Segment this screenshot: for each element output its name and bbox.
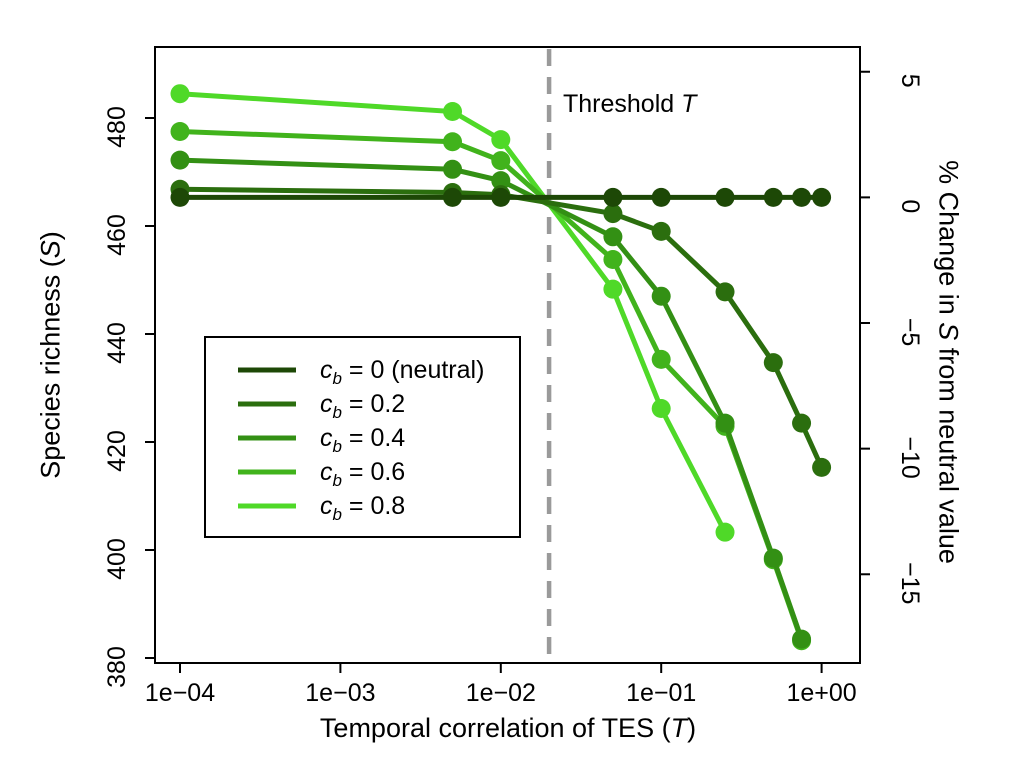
- series-marker-cb-0.4: [792, 629, 812, 649]
- plot-box: [154, 46, 861, 664]
- tick-label: −5: [896, 318, 924, 347]
- series-marker-cb-0.2: [603, 204, 623, 224]
- series-marker-cb-0.4: [443, 159, 463, 179]
- series-marker-cb-0.4: [763, 548, 783, 568]
- legend-entry-label-2: cb = 0.4: [320, 424, 406, 456]
- x-axis-title: Temporal correlation of TES (T): [319, 713, 697, 743]
- series-marker-cb-0.6: [170, 122, 190, 141]
- series-marker-cb-0.6: [603, 249, 623, 269]
- tick-label: 400: [103, 538, 131, 580]
- series-marker-cb-0.8: [715, 522, 735, 542]
- tick-label: 1e−01: [626, 679, 696, 707]
- tick-label: 1e−03: [305, 679, 375, 707]
- tick-label: 0: [896, 199, 924, 213]
- tick-label: 1e+00: [786, 679, 856, 707]
- tick-label: 1e−02: [466, 679, 536, 707]
- series-marker-cb-0.8: [651, 399, 671, 419]
- series-marker-cb-0.8: [443, 102, 463, 122]
- y-axis-left-title: Species richness (S): [35, 231, 66, 479]
- series-marker-cb-0.8: [491, 130, 511, 150]
- series-marker-cb-0: [651, 187, 671, 207]
- legend-entry-label-3: cb = 0.6: [320, 458, 406, 490]
- tick-label: 420: [103, 430, 131, 472]
- tick-label: 440: [103, 322, 131, 364]
- legend-entry-label-1: cb = 0.2: [320, 390, 406, 422]
- series-marker-cb-0.4: [491, 171, 511, 191]
- series-marker-cb-0: [603, 187, 623, 207]
- series-marker-cb-0.6: [651, 349, 671, 369]
- tick-label: −15: [896, 562, 924, 604]
- threshold-annotation: Threshold T: [563, 90, 697, 118]
- series-marker-cb-0.6: [443, 132, 463, 152]
- tick-label: 460: [103, 214, 131, 256]
- tick-label: 480: [103, 106, 131, 148]
- series-marker-cb-0: [812, 187, 832, 207]
- series-marker-cb-0.8: [170, 84, 190, 104]
- tick-label: −10: [896, 436, 924, 478]
- series-marker-cb-0: [715, 187, 735, 207]
- series-line-cb-0.8: [179, 91, 728, 534]
- series-marker-cb-0.8: [603, 279, 623, 299]
- series-marker-cb-0.6: [491, 151, 511, 171]
- series-marker-cb-0.4: [715, 413, 735, 433]
- legend-entry-label-4: cb = 0.8: [320, 492, 406, 524]
- y-axis-right-title: % Change in S from neutral value: [933, 160, 964, 564]
- series-marker-cb-0.4: [170, 150, 190, 170]
- series-marker-cb-0.2: [812, 457, 832, 477]
- series-marker-cb-0: [792, 187, 812, 207]
- tick-label: 1e−04: [145, 679, 215, 707]
- legend-entry-label-0: cb = 0 (neutral): [320, 356, 485, 388]
- series-marker-cb-0.2: [651, 221, 671, 241]
- series-marker-cb-0: [170, 187, 190, 207]
- series-marker-cb-0: [491, 187, 511, 207]
- series-marker-cb-0.2: [763, 353, 783, 373]
- series-marker-cb-0: [443, 187, 463, 207]
- series-marker-cb-0.4: [651, 286, 671, 306]
- series-marker-cb-0: [763, 187, 783, 207]
- series-marker-cb-0.2: [792, 413, 812, 433]
- series-marker-cb-0.4: [603, 227, 623, 247]
- series-marker-cb-0.2: [715, 282, 735, 302]
- tick-label: 5: [896, 74, 924, 88]
- tick-label: 380: [103, 646, 131, 688]
